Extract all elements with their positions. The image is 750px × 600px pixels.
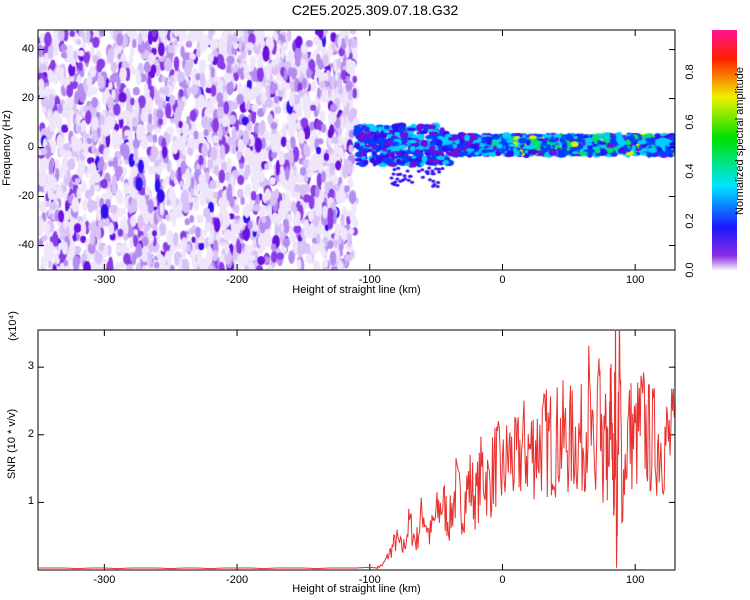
colorbar-tick-label: 0.0 [684, 262, 696, 278]
colorbar-tick-label: 0.4 [684, 163, 696, 179]
x-tick-label: 100 [626, 274, 645, 286]
colorbar-label: Normalized spectral amplitude [734, 67, 746, 215]
y-tick-label: -40 [18, 238, 34, 251]
plot-frame [37, 29, 676, 271]
x-tick-label: -300 [93, 574, 116, 586]
y-tick-label: 0 [27, 140, 34, 153]
x-tick-label: 0 [499, 274, 506, 286]
y-scale-label: (x10⁴) [7, 311, 19, 341]
x-tick-label: -300 [93, 274, 116, 286]
x-axis-label-top: Height of straight line (km) [292, 284, 421, 296]
colorbar-tick-label: 0.8 [684, 64, 696, 80]
x-tick-label: -200 [226, 274, 249, 286]
x-tick-label: 100 [626, 574, 645, 586]
x-axis-label-bottom: Height of straight line (km) [292, 583, 421, 595]
y-tick-label: 1 [27, 495, 34, 508]
x-tick-label: -100 [358, 574, 381, 586]
y-tick-label: 20 [21, 91, 34, 104]
x-tick-label: -100 [358, 274, 381, 286]
snr-line [38, 329, 675, 570]
y-tick-label: 40 [21, 42, 34, 55]
colorbar-tick-label: 0.2 [684, 212, 696, 229]
y-axis-label-bottom: SNR (10 * v/v) [6, 408, 18, 480]
plot-frame [37, 329, 676, 571]
colorbar-tick-label: 0.6 [684, 113, 696, 130]
y-tick-label: -20 [18, 189, 34, 202]
spectrogram-heatmap [38, 30, 675, 270]
y-tick-label: 3 [27, 360, 34, 373]
x-tick-label: -200 [226, 574, 249, 586]
chart-title: C2E5.2025.309.07.18.G32 [291, 2, 459, 18]
y-tick-label: 2 [27, 427, 34, 440]
x-tick-label: 0 [499, 574, 506, 586]
colorbar [712, 30, 737, 270]
